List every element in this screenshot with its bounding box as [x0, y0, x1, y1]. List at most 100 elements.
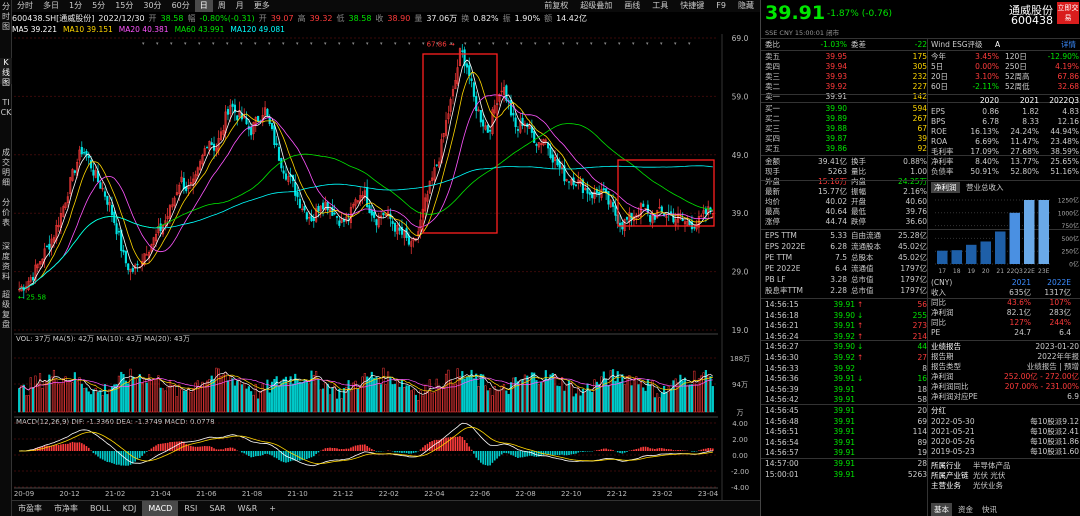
volume-bar: [240, 384, 243, 413]
rev-table-value: -21.0%: [1073, 318, 1080, 327]
candle-body: [294, 182, 297, 196]
volume-bar: [34, 375, 37, 413]
tick-volume: 214: [912, 331, 927, 341]
esg-detail-link[interactable]: 详情: [1061, 40, 1076, 49]
rev-tab-0[interactable]: 净利润: [931, 182, 960, 193]
left-tab-0[interactable]: 分时图: [2, 2, 10, 31]
rev-tick-label: 0亿: [1069, 261, 1079, 269]
indicator-tab-7[interactable]: W&R: [237, 503, 258, 513]
toolbar-action-1[interactable]: 超级叠加: [580, 1, 613, 10]
right-tab-2[interactable]: 快讯: [982, 505, 997, 514]
right-tab-1[interactable]: 资金: [958, 505, 973, 514]
date-tick-label: 23-04: [698, 490, 719, 498]
left-tab-1[interactable]: K线图: [0, 58, 12, 87]
dea-line: [19, 426, 713, 465]
volume-bar: [250, 391, 253, 413]
volume-bar: [447, 369, 450, 413]
period-tab-9[interactable]: 月: [235, 1, 244, 10]
period-tab-7[interactable]: 日: [194, 0, 213, 12]
left-tab-3[interactable]: 成交明细: [2, 148, 10, 187]
candle-body: [270, 122, 274, 130]
volume-bar: [194, 382, 197, 413]
candle-body: [407, 235, 410, 245]
left-tab-6[interactable]: 超级复盘: [2, 290, 10, 329]
period-tab-6[interactable]: 60分: [171, 1, 190, 10]
period-tab-1[interactable]: 多日: [43, 1, 59, 10]
rev-bar: [1024, 200, 1035, 264]
period-tab-4[interactable]: 15分: [115, 1, 134, 10]
tick-volume: 16: [917, 374, 927, 384]
candle-body: [210, 142, 213, 145]
period-tab-10[interactable]: 更多: [253, 1, 270, 10]
volume-bar: [377, 377, 380, 413]
left-tab-2[interactable]: TICK: [0, 98, 12, 117]
fund-label: 流通股本: [851, 242, 881, 251]
indicator-tab-2[interactable]: BOLL: [90, 503, 111, 513]
candle-body: [660, 206, 663, 213]
bid-label: 买二: [765, 114, 780, 123]
divider: [761, 229, 1080, 230]
bid-label: 买五: [765, 144, 780, 153]
volume-bar: [166, 386, 169, 413]
volume-bar: [491, 395, 494, 413]
tick-volume: 89: [917, 437, 927, 447]
indicator-tab-3[interactable]: KDJ: [122, 503, 137, 513]
volume-bar: [122, 374, 125, 413]
volume-bar: [542, 381, 545, 413]
tick-row-16: 15:00:01 39.91 5263: [761, 470, 1080, 479]
volume-bar: [301, 382, 304, 413]
tick-price: 39.92: [833, 363, 855, 373]
candle-body: [199, 161, 202, 170]
trade-button[interactable]: 立即交易: [1057, 2, 1079, 24]
tick-direction-icon: ↓: [857, 310, 864, 320]
stat-label: 金额: [765, 157, 780, 166]
vol-tick-label: 94万: [732, 381, 748, 389]
volume-bar: [424, 384, 427, 413]
indicator-add-button[interactable]: +: [269, 503, 276, 513]
volume-bar: [651, 380, 654, 413]
forecast-row-1: 报告期 2022年年报: [761, 352, 1080, 361]
indicator-tab-1[interactable]: 市净率: [54, 503, 78, 513]
toolbar-action-0[interactable]: 前复权: [544, 1, 569, 10]
toolbar-action-2[interactable]: 画线: [624, 1, 641, 10]
indicator-tab-0[interactable]: 市盈率: [18, 503, 42, 513]
period-tab-5[interactable]: 30分: [143, 1, 162, 10]
candle-body: [129, 268, 132, 272]
left-tab-4[interactable]: 分价表: [2, 198, 10, 227]
kline-chart[interactable]: 69.0 59.0 49.0 39.0 29.0 19.0 2020/09/29-2023/…: [12, 34, 760, 500]
indicator-tab-5[interactable]: RSI: [184, 503, 198, 513]
toolbar-action-4[interactable]: 快捷键: [680, 1, 705, 10]
toolbar-action-3[interactable]: 工具: [652, 1, 669, 10]
period-tab-3[interactable]: 5分: [92, 1, 106, 10]
indicator-tab-4[interactable]: MACD: [142, 500, 179, 516]
ask-row-5: 卖五 39.95 175: [761, 52, 1080, 61]
indicator-tab-6[interactable]: SAR: [209, 503, 226, 513]
fin-value: 52.80%: [1010, 167, 1039, 176]
candle-body: [87, 155, 90, 158]
return-value: 32.68: [1057, 82, 1079, 91]
rev-table-value: 1443亿: [1073, 288, 1080, 297]
tick-direction-icon: ↑: [857, 321, 864, 331]
fund-label: EPS 2022E: [765, 242, 806, 251]
rev-tab-1[interactable]: 营业总收入: [966, 183, 1004, 192]
bar-date: 2022/12/30: [98, 13, 145, 23]
right-tab-0[interactable]: 基本: [931, 503, 952, 516]
dif-line: [19, 422, 713, 467]
volume-bar: [261, 383, 264, 413]
candle-body: [447, 113, 450, 120]
forecast-row-0: 业绩报告 2023-01-20: [761, 342, 1080, 351]
date-tick-label: 22-06: [470, 490, 491, 498]
stat-value: 40.02: [825, 197, 847, 206]
period-tab-2[interactable]: 1分: [69, 1, 83, 10]
period-tab-8[interactable]: 周: [217, 1, 226, 10]
rev-bar: [937, 250, 948, 264]
volume-bar: [410, 390, 413, 413]
period-tab-0[interactable]: 分时: [17, 1, 33, 10]
toolbar-action-6[interactable]: 隐藏: [738, 1, 754, 10]
rev-tick-label: 1000亿: [1058, 209, 1079, 217]
toolbar-action-5[interactable]: F9: [716, 1, 726, 10]
volume-bar: [505, 390, 508, 413]
return-value: 3.10%: [975, 72, 999, 81]
left-tab-5[interactable]: 深度资料: [2, 242, 10, 281]
volume-bar: [257, 398, 260, 413]
